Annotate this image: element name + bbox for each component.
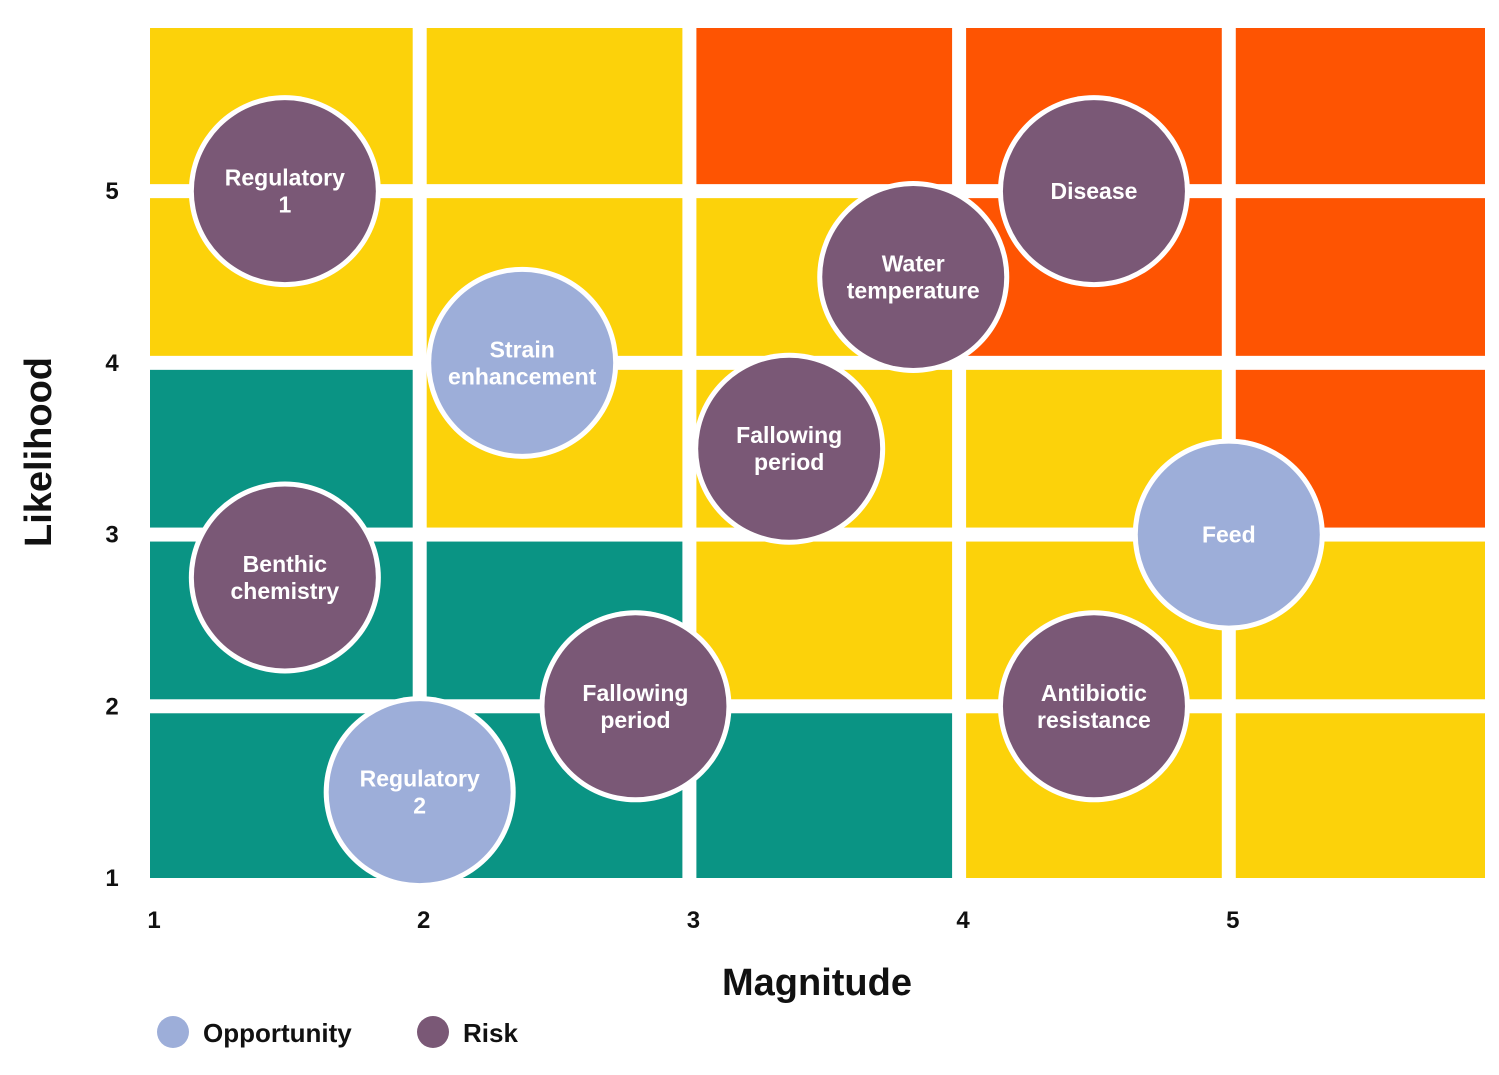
data-point-label: 2: [413, 793, 426, 819]
x-axis-title: Magnitude: [722, 962, 912, 1004]
y-axis-title: Likelihood: [18, 357, 60, 547]
data-point-label: Fallowing: [736, 422, 842, 448]
data-point-label: Feed: [1202, 522, 1256, 548]
data-point-label: Regulatory: [360, 766, 480, 792]
matrix-cell-green: [696, 713, 953, 878]
bubble: [1002, 615, 1185, 798]
x-tick-label: 2: [417, 907, 430, 934]
x-tick-label: 5: [1226, 907, 1239, 934]
bubble: [193, 486, 376, 669]
legend: Opportunity Risk: [157, 1016, 518, 1048]
legend-swatch: [417, 1016, 449, 1048]
data-point-label: temperature: [847, 277, 980, 303]
y-tick-label: 4: [105, 350, 119, 377]
matrix-cell-yellow: [1235, 713, 1485, 878]
bubble: [698, 357, 881, 540]
data-point-label: Strain: [490, 336, 555, 362]
bubble: [544, 615, 727, 798]
x-tick-label: 3: [687, 907, 700, 934]
matrix-cell-yellow: [426, 28, 683, 185]
data-point-label: Water: [882, 250, 945, 276]
x-tick-label: 1: [147, 907, 160, 934]
data-point-opportunity: Feed: [1132, 438, 1325, 631]
data-points: Regulatory1DiseaseWatertemperatureStrain…: [188, 95, 1325, 889]
x-tick-label: 4: [956, 907, 970, 934]
bubble: [193, 100, 376, 283]
matrix-cell-orange: [1235, 198, 1485, 356]
data-point-label: enhancement: [448, 363, 597, 389]
matrix-cell-orange: [1235, 28, 1485, 185]
bubble: [822, 185, 1005, 368]
legend-label: Opportunity: [203, 1018, 352, 1048]
data-point-label: Disease: [1050, 178, 1137, 204]
legend-swatch: [157, 1016, 189, 1048]
y-tick-label: 3: [105, 522, 118, 549]
matrix-cell-orange: [696, 28, 953, 185]
bubble: [328, 701, 511, 884]
legend-item-risk: Risk: [417, 1016, 518, 1048]
y-axis-ticks: 1 2 3 4 5: [105, 178, 119, 892]
matrix-cell-yellow: [696, 541, 953, 700]
data-point-label: period: [600, 707, 670, 733]
data-point-label: 1: [278, 192, 291, 218]
data-point-label: Benthic: [243, 551, 328, 577]
x-axis-ticks: 1 2 3 4 5: [147, 907, 1239, 934]
y-tick-label: 1: [105, 865, 118, 892]
data-point-risk: Disease: [997, 95, 1190, 288]
data-point-label: period: [754, 449, 824, 475]
y-tick-label: 5: [105, 178, 118, 205]
data-point-label: chemistry: [231, 578, 340, 604]
legend-label: Risk: [463, 1018, 518, 1048]
data-point-label: Antibiotic: [1041, 680, 1147, 706]
data-point-label: resistance: [1037, 707, 1151, 733]
bubble: [431, 271, 614, 454]
legend-item-opportunity: Opportunity: [157, 1016, 352, 1048]
data-point-label: Fallowing: [582, 680, 688, 706]
bubble: [1137, 443, 1320, 626]
bubble: [1002, 100, 1185, 283]
data-point-label: Regulatory: [225, 165, 345, 191]
y-tick-label: 2: [105, 693, 118, 720]
